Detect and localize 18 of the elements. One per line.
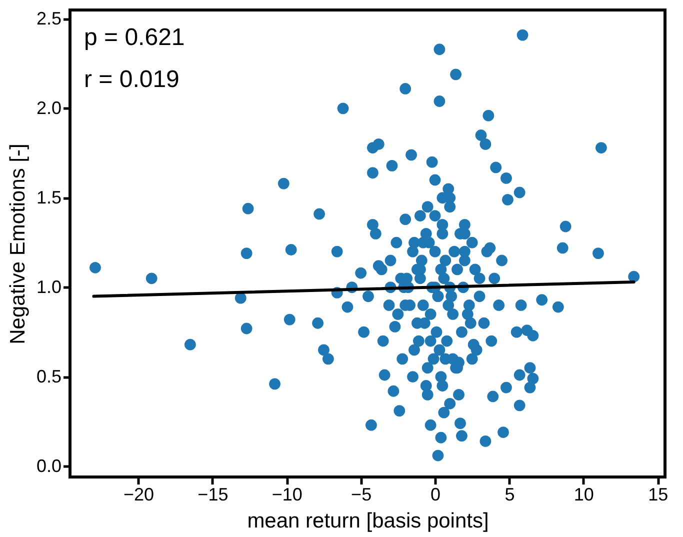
y-axis-title: Negative Emotions [-] (6, 144, 30, 344)
annotation: r = 0.019 (84, 66, 180, 93)
y-tick-label: 0.0 (36, 456, 62, 476)
y-tick-label: 1.5 (36, 187, 62, 208)
y-tick-label: 0.5 (36, 366, 62, 386)
x-tick-label: −15 (198, 484, 228, 504)
x-tick-label: 15 (648, 484, 668, 504)
x-tick-label: −10 (272, 484, 302, 504)
y-tick-label: 1.0 (36, 276, 62, 297)
x-tick-label: 10 (574, 484, 594, 504)
y-tick-label: 2.5 (36, 8, 62, 28)
y-tick-label: 2.0 (36, 98, 62, 118)
x-axis-title: mean return [basis points] (247, 510, 489, 532)
x-tick-label: −5 (351, 484, 372, 504)
x-tick-label: 5 (504, 484, 515, 504)
annotation: p = 0.621 (84, 24, 185, 51)
x-tick-label: −20 (123, 484, 154, 504)
x-tick-label: 0 (430, 484, 441, 504)
